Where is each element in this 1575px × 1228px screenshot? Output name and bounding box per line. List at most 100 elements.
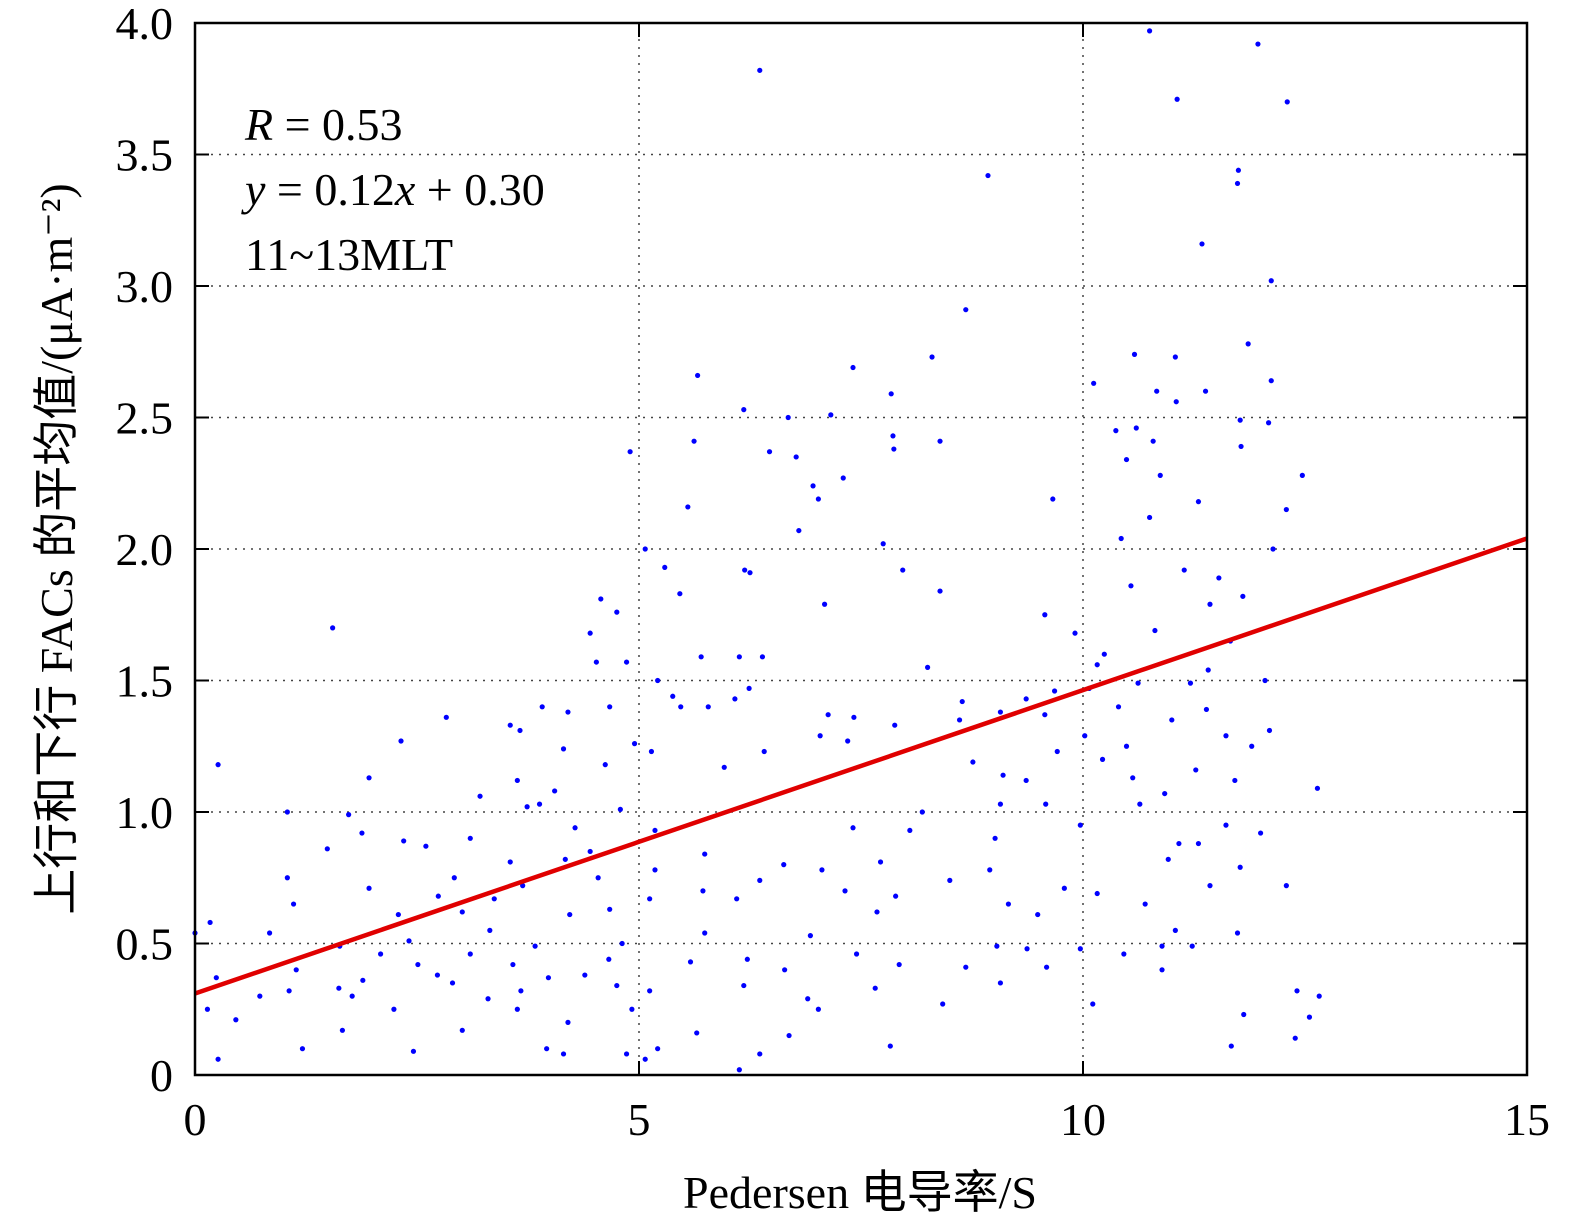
point	[1268, 278, 1274, 284]
point	[619, 940, 625, 947]
point	[1173, 399, 1179, 405]
point	[1169, 717, 1175, 723]
y-tick-label: 0.5	[116, 919, 174, 970]
point	[391, 1006, 397, 1012]
point	[1072, 630, 1078, 636]
point	[1255, 41, 1261, 47]
point	[1207, 883, 1213, 889]
point	[796, 527, 802, 534]
point	[1061, 885, 1067, 891]
point	[567, 911, 573, 918]
point	[1262, 677, 1268, 684]
point	[840, 475, 846, 481]
annotation-part: = 0.53	[273, 99, 402, 150]
point	[694, 1030, 700, 1036]
point	[366, 775, 372, 781]
point	[1176, 840, 1182, 847]
point	[286, 988, 292, 994]
point	[336, 985, 342, 991]
point	[1195, 499, 1202, 505]
y-tick-label: 3.5	[116, 130, 174, 181]
point	[807, 933, 813, 939]
point	[821, 601, 828, 607]
point	[477, 793, 483, 799]
point	[614, 609, 620, 615]
point	[997, 709, 1004, 715]
point	[781, 862, 787, 868]
point	[782, 967, 788, 973]
point	[1023, 696, 1029, 702]
point	[655, 1046, 661, 1052]
point	[560, 1051, 567, 1057]
point	[339, 1027, 346, 1033]
point	[1077, 946, 1083, 952]
point	[687, 959, 694, 965]
point	[324, 846, 330, 852]
point	[1283, 883, 1289, 889]
point	[828, 412, 834, 418]
point	[1082, 733, 1088, 739]
point	[757, 1051, 763, 1057]
y-tick-label: 2.5	[116, 393, 174, 444]
point	[587, 630, 593, 636]
point	[1142, 901, 1148, 907]
point	[524, 804, 530, 810]
point	[1195, 840, 1202, 847]
point	[631, 741, 638, 747]
point	[702, 851, 708, 857]
annotation-part: 11~13MLT	[245, 229, 453, 280]
point	[850, 825, 856, 831]
point	[747, 570, 753, 576]
annotation-part: + 0.30	[415, 164, 544, 215]
point	[850, 364, 856, 371]
point	[947, 877, 953, 883]
point	[552, 788, 558, 794]
point	[1162, 790, 1168, 797]
point	[1234, 180, 1241, 187]
point	[1283, 506, 1289, 513]
point	[545, 975, 552, 981]
point	[887, 1043, 893, 1049]
point	[284, 809, 290, 815]
plot-frame	[193, 21, 1529, 1077]
point	[985, 172, 991, 179]
point	[1181, 567, 1187, 573]
point	[963, 964, 969, 970]
point	[330, 625, 336, 631]
point	[1077, 822, 1083, 828]
point	[742, 567, 748, 573]
point	[1023, 777, 1029, 784]
point	[896, 961, 902, 968]
point	[629, 1006, 635, 1012]
point	[736, 654, 742, 660]
point	[662, 564, 668, 571]
point	[1306, 1014, 1313, 1020]
point	[1316, 993, 1322, 999]
point	[642, 546, 648, 552]
point	[1223, 733, 1229, 739]
point	[401, 838, 407, 844]
point	[572, 825, 578, 831]
point	[1203, 706, 1210, 713]
point	[1090, 1001, 1096, 1007]
point	[907, 827, 913, 834]
point	[213, 975, 219, 981]
point	[994, 943, 1000, 949]
point	[746, 685, 752, 691]
point	[893, 893, 899, 899]
point	[1172, 354, 1178, 360]
point	[1314, 785, 1321, 791]
point	[395, 911, 401, 918]
point	[900, 567, 906, 573]
point	[532, 943, 538, 949]
point	[1159, 967, 1165, 973]
point	[817, 733, 823, 739]
annotation-part: = 0.12	[265, 164, 394, 215]
point	[623, 1051, 630, 1057]
point	[793, 454, 799, 460]
point	[510, 961, 516, 968]
point	[204, 1006, 211, 1012]
point	[825, 712, 831, 718]
point	[705, 704, 711, 710]
